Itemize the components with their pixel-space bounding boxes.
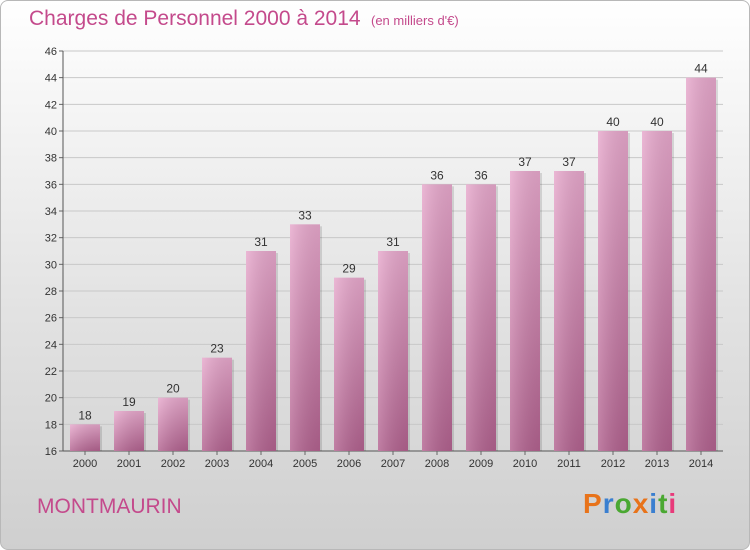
bar-value-label: 29 xyxy=(342,262,356,276)
x-tick-label: 2002 xyxy=(161,458,185,470)
y-tick-label: 34 xyxy=(45,206,57,218)
bar-value-label: 44 xyxy=(694,62,708,76)
chart-title: Charges de Personnel 2000 à 2014 xyxy=(29,7,361,30)
y-tick-label: 44 xyxy=(45,73,57,85)
y-tick-label: 42 xyxy=(45,99,57,111)
y-tick-label: 26 xyxy=(45,313,57,325)
y-tick-label: 28 xyxy=(45,286,57,298)
chart-subtitle: (en milliers d'€) xyxy=(371,13,459,28)
bar-highlight xyxy=(378,251,408,451)
x-tick-label: 2014 xyxy=(689,458,713,470)
x-tick-label: 2001 xyxy=(117,458,141,470)
y-tick-label: 30 xyxy=(45,259,57,271)
bar-highlight xyxy=(466,184,496,452)
x-tick-label: 2007 xyxy=(381,458,405,470)
bar-value-label: 18 xyxy=(78,408,92,422)
x-tick-label: 2005 xyxy=(293,458,317,470)
x-tick-label: 2010 xyxy=(513,458,537,470)
bar-value-label: 40 xyxy=(606,115,620,129)
bar-value-label: 37 xyxy=(518,155,532,169)
y-tick-label: 18 xyxy=(45,419,57,431)
bar-highlight xyxy=(554,171,584,451)
bar-value-label: 20 xyxy=(166,382,180,396)
bar-highlight xyxy=(114,411,144,451)
bar-highlight xyxy=(334,277,364,451)
y-tick-label: 22 xyxy=(45,366,57,378)
bar-value-label: 33 xyxy=(298,208,312,222)
x-tick-label: 2004 xyxy=(249,458,273,470)
proxiti-logo: Proxiti xyxy=(583,488,678,519)
bar-value-label: 40 xyxy=(650,115,664,129)
y-tick-label: 16 xyxy=(45,446,57,458)
bar-highlight xyxy=(70,424,100,451)
x-tick-label: 2012 xyxy=(601,458,625,470)
bar-highlight xyxy=(246,251,276,451)
y-tick-label: 32 xyxy=(45,233,57,245)
y-tick-label: 40 xyxy=(45,126,57,138)
commune-name: MONTMAURIN xyxy=(37,495,182,518)
y-tick-label: 24 xyxy=(45,339,57,351)
bar-value-label: 31 xyxy=(254,235,268,249)
bar-highlight xyxy=(598,131,628,451)
y-tick-label: 46 xyxy=(45,46,57,58)
bar-highlight xyxy=(202,357,232,451)
bar-value-label: 19 xyxy=(122,395,136,409)
x-tick-label: 2013 xyxy=(645,458,669,470)
x-tick-label: 2009 xyxy=(469,458,493,470)
bar-value-label: 36 xyxy=(430,168,444,182)
bar-value-label: 36 xyxy=(474,168,488,182)
y-tick-label: 20 xyxy=(45,393,57,405)
bar-highlight xyxy=(290,224,320,451)
bar-highlight xyxy=(686,77,716,452)
bar-highlight xyxy=(510,171,540,451)
bar-highlight xyxy=(422,184,452,452)
bar-highlight xyxy=(642,131,672,451)
x-tick-label: 2008 xyxy=(425,458,449,470)
x-tick-label: 2006 xyxy=(337,458,361,470)
x-tick-label: 2000 xyxy=(73,458,97,470)
y-tick-label: 38 xyxy=(45,153,57,165)
x-tick-label: 2011 xyxy=(557,458,581,470)
y-tick-label: 36 xyxy=(45,179,57,191)
bar-value-label: 37 xyxy=(562,155,576,169)
x-tick-label: 2003 xyxy=(205,458,229,470)
bar-value-label: 31 xyxy=(386,235,400,249)
bar-value-label: 23 xyxy=(210,342,224,356)
bar-highlight xyxy=(158,397,188,451)
